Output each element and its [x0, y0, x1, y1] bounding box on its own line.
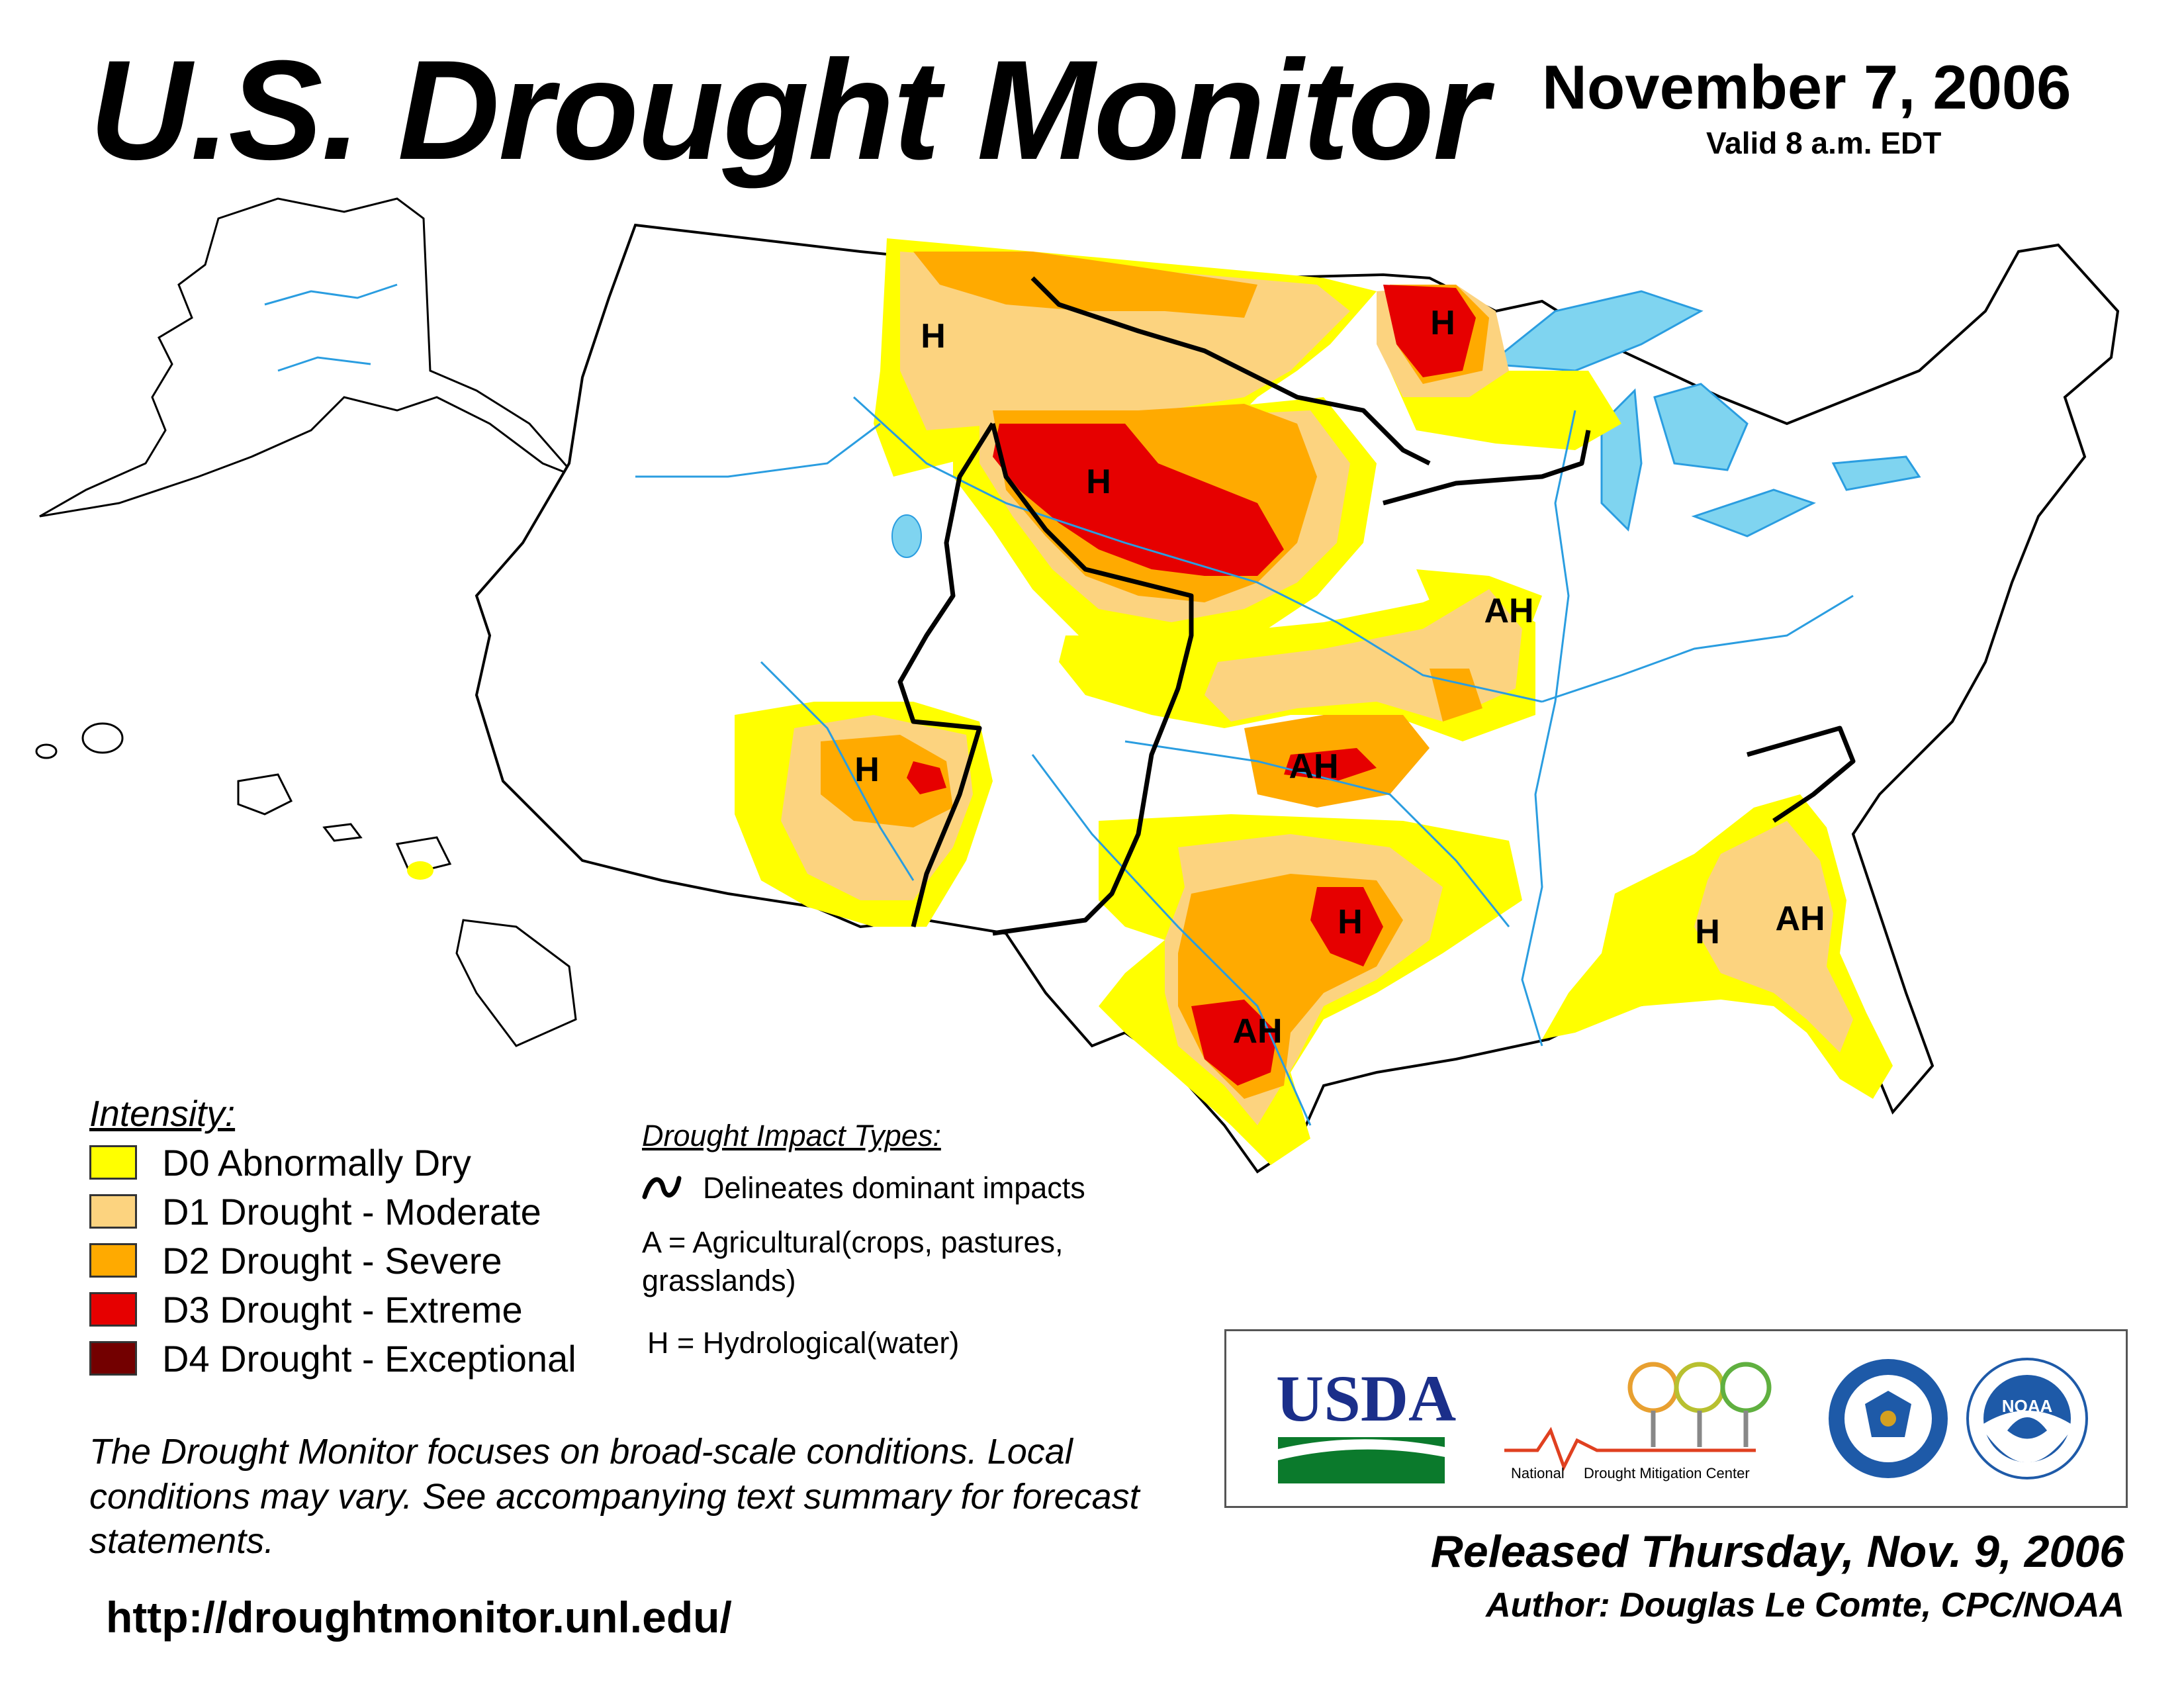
impact-hydrological-label: H = Hydrological(water) — [647, 1326, 960, 1360]
map-label-georgia-ah: AH — [1775, 900, 1825, 938]
intensity-legend-title: Intensity: — [89, 1093, 236, 1134]
legend-label: D3 Drought - Extreme — [162, 1288, 523, 1331]
map-label-north-texas-h: H — [1338, 903, 1363, 941]
impact-agricultural-label: A = Agricultural(crops, pastures, grassl… — [642, 1225, 1064, 1297]
legend-item-d3: D3 Drought - Extreme — [89, 1288, 523, 1331]
disclaimer-note: The Drought Monitor focuses on broad-sca… — [89, 1432, 1140, 1561]
map-date: November 7, 2006 — [1542, 52, 2071, 122]
impact-delineates-label: Delineates dominant impacts — [703, 1171, 1085, 1205]
website-link[interactable]: http://droughtmonitor.unl.edu/ — [106, 1593, 732, 1642]
map-label-montana-h: H — [921, 317, 946, 355]
ndmc-logo-text-right: Drought Mitigation Center — [1584, 1465, 1750, 1481]
impact-types-title: Drought Impact Types: — [642, 1119, 941, 1152]
ndmc-logo-text-left: National — [1511, 1465, 1565, 1481]
legend-item-d2: D2 Drought - Severe — [89, 1239, 502, 1282]
valid-time: Valid 8 a.m. EDT — [1706, 126, 1942, 160]
noaa-logo-text: NOAA — [2002, 1396, 2053, 1416]
ndmc-logo: National Drought Mitigation Center — [1504, 1362, 1772, 1481]
map-label-arizona-h: H — [854, 751, 880, 789]
map-label-alabama-h: H — [1695, 913, 1720, 951]
author-credit: Author: Douglas Le Comte, CPC/NOAA — [1486, 1586, 2124, 1624]
legend-item-d0: D0 Abnormally Dry — [89, 1141, 471, 1184]
rivers — [635, 396, 1854, 1126]
map-label-minnesota-h: H — [1430, 304, 1455, 342]
great-salt-lake — [891, 514, 922, 558]
agency-logos-panel: USDA National Drought Mitigation Center — [1224, 1329, 2128, 1508]
commerce-seal — [1829, 1359, 1948, 1478]
drought-map: H H H AH H AH H AH H AH — [35, 197, 2120, 1174]
legend-swatch — [89, 1145, 137, 1180]
hawaii-islands — [35, 722, 577, 1047]
alaska-outline — [39, 197, 577, 518]
map-label-iowa-ah: AH — [1484, 592, 1533, 630]
hawaii-d0-area — [407, 861, 433, 880]
legend-label: D0 Abnormally Dry — [162, 1141, 471, 1184]
impact-delineates-row: Delineates dominant impacts — [642, 1168, 1085, 1208]
agency-logos: USDA National Drought Mitigation Center — [1276, 1358, 2088, 1483]
legend-swatch — [89, 1194, 137, 1229]
legend-swatch — [89, 1341, 137, 1376]
impact-line-icon — [642, 1176, 682, 1199]
legend-label: D1 Drought - Moderate — [162, 1190, 541, 1233]
map-label-south-texas-ah: AH — [1232, 1012, 1282, 1051]
drought-d3-areas — [907, 285, 1476, 1086]
alaska-river — [264, 283, 398, 306]
alaska-river — [277, 356, 371, 372]
map-label-oklahoma-ah: AH — [1289, 747, 1338, 786]
usda-logo-text: USDA — [1276, 1362, 1456, 1435]
legend-swatch — [89, 1243, 137, 1278]
legend-label: D2 Drought - Severe — [162, 1239, 502, 1282]
legend-item-d4: D4 Drought - Exceptional — [89, 1337, 576, 1380]
page-title: U.S. Drought Monitor — [89, 31, 1488, 189]
release-date: Released Thursday, Nov. 9, 2006 — [1430, 1526, 2124, 1577]
noaa-logo: NOAA — [1966, 1358, 2088, 1479]
legend-item-d1: D1 Drought - Moderate — [89, 1190, 541, 1233]
usda-logo: USDA — [1276, 1362, 1456, 1483]
legend-swatch — [89, 1292, 137, 1327]
impact-lines — [897, 276, 1856, 936]
map-label-wyoming-h: H — [1086, 463, 1111, 501]
legend-label: D4 Drought - Exceptional — [162, 1337, 576, 1380]
